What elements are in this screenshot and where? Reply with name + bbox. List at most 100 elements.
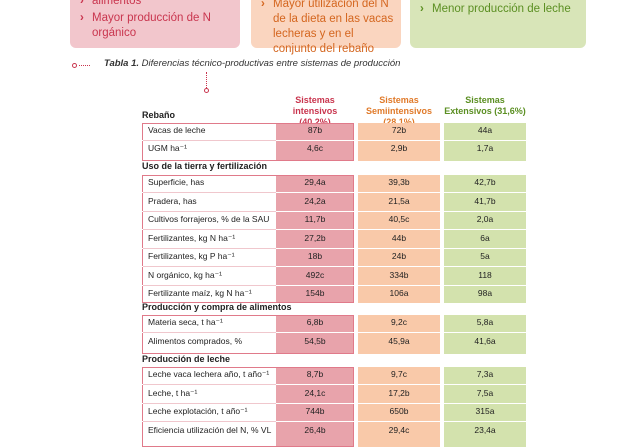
row-separator-label — [143, 332, 276, 333]
row-value: 334b — [389, 269, 409, 280]
row-separator-label — [143, 384, 276, 385]
column-header: Sistemas Extensivos (31,6%) — [444, 95, 526, 116]
caption-label: Tabla 1. — [104, 58, 140, 69]
row-separator-label — [143, 284, 276, 286]
row-value: 492c — [305, 269, 325, 280]
bullet-text: alimentos — [92, 0, 142, 7]
row-value: 6a — [480, 232, 490, 243]
intensive-summary-box: › alimentos › Mayor producción de N orgá… — [70, 0, 240, 48]
row-value: 2,9b — [390, 142, 408, 153]
section-title: Uso de la tierra y fertilización — [142, 161, 268, 171]
row-value: 9,2c — [390, 317, 408, 327]
row-value: 98a — [477, 288, 493, 298]
row-value: 106a — [389, 288, 409, 298]
row-value: 5,8a — [476, 317, 494, 327]
column-block-bg — [444, 123, 526, 161]
row-value: 315a — [475, 406, 495, 416]
column-block-bg — [276, 123, 354, 161]
row-separator-label — [143, 229, 276, 230]
row-value: 42,7b — [474, 177, 496, 187]
block-outline — [142, 175, 354, 303]
caption-vertical-leader — [206, 72, 207, 88]
bullet-text: Mayor utilización del N de la dieta en l… — [273, 0, 394, 55]
row-label: Leche explotación, t año⁻¹ — [148, 406, 248, 416]
chevron-right-icon: › — [420, 3, 424, 15]
row-value: 4,6c — [306, 142, 324, 153]
row-value: 23,4a — [474, 424, 496, 435]
row-separator — [142, 229, 526, 230]
row-value: 54,5b — [304, 335, 326, 346]
table-corner-label: Rebaño — [142, 110, 176, 120]
chevron-right-icon: › — [80, 0, 84, 7]
caption-dot-icon — [72, 63, 77, 68]
row-value: 7,3a — [476, 369, 494, 379]
row-separator — [142, 139, 526, 141]
row-value: 18b — [307, 251, 323, 261]
table-caption: Tabla 1. Diferencias técnico-productivas… — [104, 58, 400, 69]
column-block-bg — [444, 315, 526, 354]
row-value: 87b — [307, 124, 323, 135]
column-block-bg — [276, 315, 354, 354]
chevron-right-icon: › — [261, 0, 265, 10]
row-value: 17,2b — [388, 387, 410, 398]
row-separator — [142, 402, 526, 404]
row-separator — [142, 247, 526, 249]
row-separator — [142, 266, 526, 267]
row-value: 5a — [480, 251, 490, 261]
leader-dot-icon — [204, 88, 209, 93]
row-separator-label — [143, 421, 276, 422]
row-value: 650b — [389, 406, 409, 416]
bullet-n-organico: › Mayor producción de N orgánico — [80, 11, 234, 41]
column-header: Sistemas Semiintensivos (28,1%) — [365, 95, 433, 127]
row-separator — [142, 192, 526, 193]
chevron-right-icon: › — [80, 12, 84, 24]
bullet-menor-leche: › Menor producción de leche — [420, 2, 578, 17]
row-separator-label — [143, 266, 276, 267]
row-separator-label — [143, 210, 276, 212]
row-value: 9,7c — [390, 369, 408, 379]
semiintensive-summary-box: › Mayor utilización del N de la dieta en… — [251, 0, 401, 55]
row-separator — [142, 421, 526, 422]
row-label: Pradera, has — [148, 195, 197, 206]
row-label: Cultivos forrajeros, % de la SAU — [148, 214, 270, 224]
row-value: 24,2a — [304, 195, 326, 206]
row-value: 21,5a — [388, 195, 410, 206]
row-separator — [142, 384, 526, 385]
row-value: 41,7b — [474, 195, 496, 206]
row-value: 118 — [478, 269, 492, 280]
row-label: Vacas de leche — [148, 124, 206, 135]
row-value: 7,5a — [476, 387, 494, 398]
row-label: UGM ha⁻¹ — [148, 142, 187, 153]
row-value: 1,7a — [476, 142, 494, 153]
row-value: 29,4a — [304, 177, 326, 187]
row-value: 44b — [391, 232, 407, 243]
row-value: 2,0a — [476, 214, 494, 224]
caption-text: Diferencias técnico-productivas entre si… — [139, 58, 401, 69]
row-value: 45,9a — [388, 335, 410, 346]
row-value: 39,3b — [388, 177, 410, 187]
row-label: N orgánico, kg ha⁻¹ — [148, 269, 222, 280]
row-label: Fertilizantes, kg N ha⁻¹ — [148, 232, 236, 243]
column-block-bg — [358, 123, 440, 161]
row-label: Alimentos comprados, % — [148, 335, 243, 346]
row-value: 8,7b — [306, 369, 324, 379]
bullet-text: Mayor producción de N orgánico — [92, 12, 211, 39]
section-title: Producción de leche — [142, 354, 231, 364]
bullet-utilizacion-n: › Mayor utilización del N de la dieta en… — [261, 0, 395, 57]
row-value: 744b — [305, 406, 325, 416]
section-title: Producción y compra de alimentos — [142, 302, 292, 312]
row-label: Leche vaca lechera año, t año⁻¹ — [148, 369, 270, 379]
row-value: 6,8b — [306, 317, 324, 327]
row-separator — [142, 284, 526, 286]
row-value: 24b — [391, 251, 407, 261]
row-label: Eficiencia utilización del N, % VL — [148, 424, 272, 435]
row-label: Materia seca, t ha⁻¹ — [148, 317, 223, 327]
bullet-alimentos: › alimentos — [80, 0, 234, 9]
row-separator-label — [143, 247, 276, 249]
row-label: Superficie, has — [148, 177, 205, 187]
caption-leader-line — [79, 65, 90, 66]
row-value: 44a — [477, 124, 493, 135]
column-block-bg — [276, 175, 354, 303]
row-separator-label — [143, 139, 276, 141]
extensive-summary-box: › Menor producción de leche — [410, 0, 586, 48]
